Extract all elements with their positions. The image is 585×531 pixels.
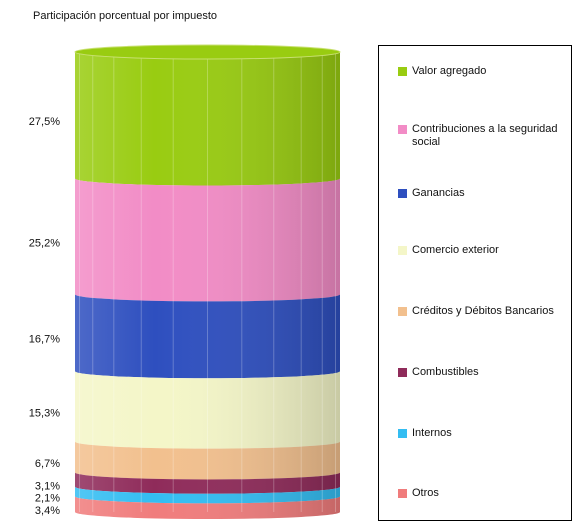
legend-swatch xyxy=(398,307,407,316)
legend-swatch xyxy=(398,189,407,198)
legend-item: Combustibles xyxy=(398,366,567,379)
legend-item: Otros xyxy=(398,487,567,500)
legend-label: Valor agregado xyxy=(412,65,487,77)
legend-label: Otros xyxy=(412,487,439,499)
value-label: 25,2% xyxy=(29,237,60,249)
legend-label: Internos xyxy=(412,427,452,439)
legend-label: Créditos y Débitos Bancarios xyxy=(412,305,554,317)
cylinder-shading xyxy=(75,52,340,519)
legend-label: Combustibles xyxy=(412,366,479,378)
value-label: 6,7% xyxy=(35,458,60,470)
legend-item: Comercio exterior xyxy=(398,244,567,257)
legend-swatch xyxy=(398,67,407,76)
value-label: 3,4% xyxy=(35,505,60,517)
legend-swatch xyxy=(398,429,407,438)
legend-item: Contribuciones a la seguridad social xyxy=(398,123,567,149)
cylinder-top xyxy=(74,44,341,60)
legend-label: Contribuciones a la seguridad social xyxy=(412,123,558,148)
value-label: 3,1% xyxy=(35,480,60,492)
legend-item: Créditos y Débitos Bancarios xyxy=(398,305,567,318)
legend-swatch xyxy=(398,246,407,255)
legend-label: Comercio exterior xyxy=(412,244,499,256)
legend-item: Ganancias xyxy=(398,187,567,200)
value-label: 2,1% xyxy=(35,492,60,504)
value-label: 16,7% xyxy=(29,334,60,346)
legend-swatch xyxy=(398,125,407,134)
legend-swatch xyxy=(398,489,407,498)
legend-item: Internos xyxy=(398,427,567,440)
value-label: 27,5% xyxy=(29,116,60,128)
legend: Valor agregado Contribuciones a la seguri… xyxy=(378,45,572,521)
legend-swatch xyxy=(398,368,407,377)
legend-item: Valor agregado xyxy=(398,65,567,78)
value-label: 15,3% xyxy=(29,407,60,419)
chart-title: Participación porcentual por impuesto xyxy=(33,10,217,22)
legend-label: Ganancias xyxy=(412,187,465,199)
